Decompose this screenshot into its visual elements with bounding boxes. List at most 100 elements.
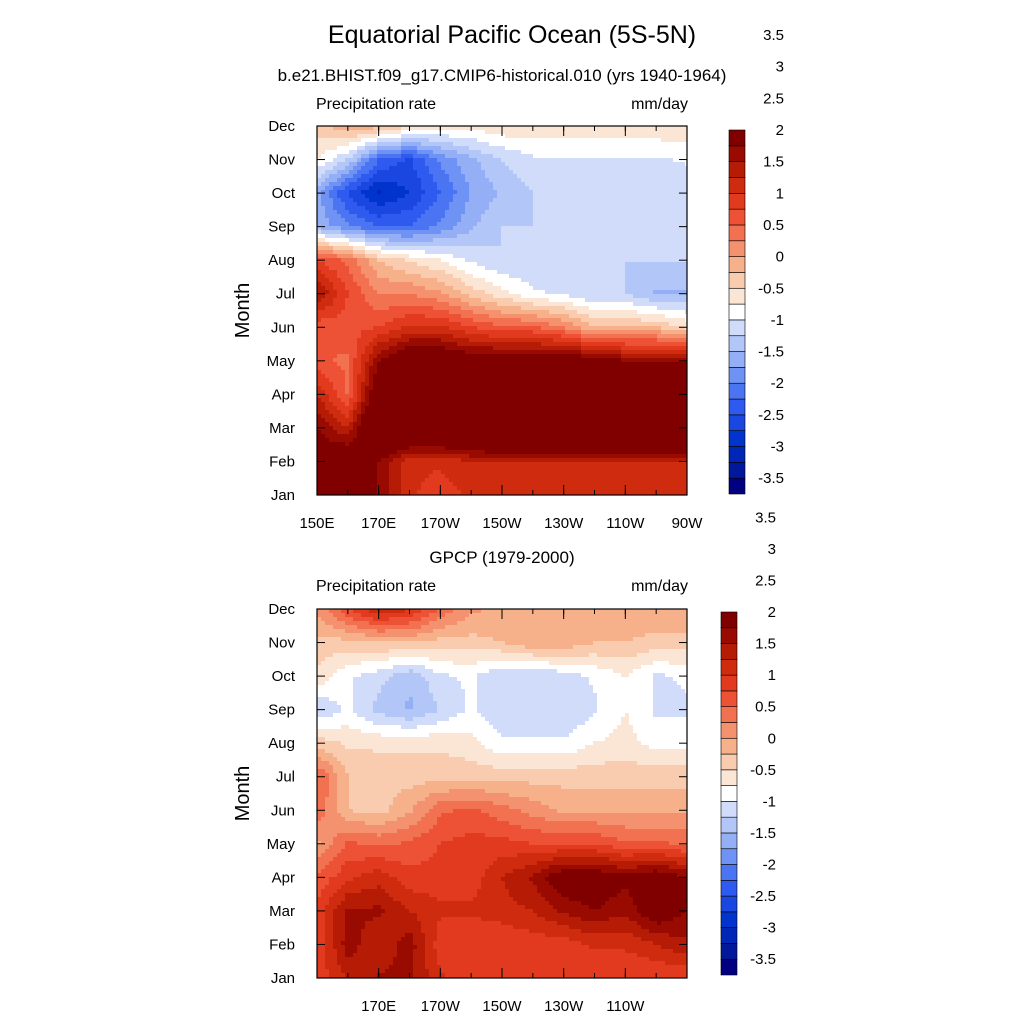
panel2-contour-field: [317, 609, 687, 978]
colorbar-label: -0.5: [750, 762, 776, 779]
colorbar-label: 2.5: [755, 572, 776, 589]
colorbar-box: [720, 848, 738, 865]
y-tick-label: Jun: [271, 802, 295, 819]
colorbar-label: 2.5: [763, 90, 784, 107]
colorbar-box: [728, 446, 746, 463]
colorbar-box: [720, 769, 738, 786]
y-tick-label: May: [267, 836, 296, 853]
colorbar-box: [720, 943, 738, 960]
colorbar-box: [720, 753, 738, 771]
colorbar-label: -2.5: [758, 407, 784, 424]
colorbar-label: 1.5: [755, 636, 776, 653]
colorbar-label: 0.5: [763, 217, 784, 234]
colorbar-label: 3: [768, 541, 776, 558]
colorbar-label: -3: [771, 439, 784, 456]
y-tick-label: Aug: [268, 735, 295, 752]
colorbar-box: [728, 477, 746, 495]
colorbar-label: 1: [768, 667, 776, 684]
colorbar-label: 0: [776, 249, 784, 266]
colorbar-box: [720, 690, 738, 707]
colorbar-label: 0: [768, 730, 776, 747]
colorbar-box: [720, 927, 738, 944]
colorbar-box: [728, 351, 746, 368]
y-tick-label: Nov: [268, 152, 295, 169]
colorbar-box: [728, 240, 746, 257]
colorbar-box: [728, 224, 746, 242]
y-tick-label: Oct: [272, 668, 296, 685]
colorbar-label: 2: [776, 122, 784, 139]
x-tick-label: 110W: [606, 998, 645, 1015]
x-tick-label: 150W: [482, 515, 522, 532]
colorbar-box: [728, 382, 746, 400]
panel1-contour-field: [317, 126, 687, 495]
colorbar-box: [720, 627, 738, 644]
panel2-colorbar: -3.5 -3 -2.5 -2 -1.5 -1 -0.5 0 0.5 1 1.5 2 2.5 3 3.5: [720, 509, 776, 976]
colorbar-box: [728, 462, 746, 479]
colorbar-label: 3.5: [755, 509, 776, 526]
colorbar-box: [720, 832, 738, 850]
y-tick-label: Dec: [268, 118, 295, 135]
y-axis-label: Month: [232, 766, 254, 822]
colorbar-box: [720, 801, 738, 818]
y-tick-label: Mar: [269, 903, 295, 920]
colorbar-box: [720, 895, 738, 913]
colorbar-box: [720, 864, 738, 881]
colorbar-box: [728, 335, 746, 352]
colorbar-box: [728, 129, 746, 147]
colorbar-label: 3: [776, 59, 784, 76]
colorbar-label: -1: [763, 793, 776, 810]
colorbar-label: -1: [771, 312, 784, 329]
y-tick-label: Feb: [269, 453, 295, 470]
colorbar-box: [720, 611, 738, 629]
panel2-title: GPCP (1979-2000): [429, 548, 575, 567]
y-tick-label: Jan: [271, 970, 295, 987]
y-tick-label: Mar: [269, 420, 295, 437]
y-tick-label: May: [267, 353, 296, 370]
panel2-units-label: mm/day: [631, 578, 688, 595]
colorbar-box: [720, 785, 738, 802]
y-tick-label: Feb: [269, 936, 295, 953]
panel1-units-label: mm/day: [631, 96, 688, 113]
colorbar-label: -3.5: [750, 951, 776, 968]
colorbar-box: [728, 398, 746, 416]
panel1-variable-label: Precipitation rate: [316, 96, 437, 113]
colorbar-label: 1: [776, 185, 784, 202]
y-tick-label: Dec: [268, 601, 295, 618]
colorbar-box: [720, 911, 738, 928]
x-tick-label: 130W: [544, 515, 584, 532]
colorbar-box: [728, 272, 746, 289]
y-axis-label: Month: [232, 283, 254, 339]
colorbar-label: -2.5: [750, 888, 776, 905]
colorbar-label: 3.5: [763, 27, 784, 44]
y-tick-label: Jun: [271, 319, 295, 336]
x-tick-label: 90W: [672, 515, 704, 532]
colorbar-box: [720, 737, 738, 755]
panel1-plot: Jan Feb Mar Apr May Jun Jul Aug Sep Oct Nov Dec 150E…: [232, 27, 784, 532]
colorbar-box: [720, 880, 738, 897]
y-tick-label: Sep: [268, 219, 295, 236]
colorbar-box: [720, 643, 738, 660]
colorbar-box: [720, 816, 738, 834]
x-tick-label: 170E: [361, 998, 396, 1015]
colorbar-box: [728, 145, 746, 162]
x-tick-label: 150E: [299, 515, 334, 532]
colorbar-label: 0.5: [755, 699, 776, 716]
colorbar-label: -2: [771, 375, 784, 392]
y-tick-label: Jan: [271, 487, 295, 504]
colorbar-box: [728, 319, 746, 337]
colorbar-box: [720, 722, 738, 739]
colorbar-box: [720, 674, 738, 692]
panel2-plot: Jan Feb Mar Apr May Jun Jul Aug Sep Oct Nov Dec 170E…: [232, 509, 776, 1015]
colorbar-box: [728, 367, 746, 384]
colorbar-box: [728, 256, 746, 273]
colorbar-label: -1.5: [750, 825, 776, 842]
panel2-variable-label: Precipitation rate: [316, 578, 437, 595]
colorbar-label: 2: [768, 604, 776, 621]
colorbar-box: [720, 659, 738, 676]
x-tick-label: 150W: [482, 998, 522, 1015]
page-title: Equatorial Pacific Ocean (5S-5N): [327, 21, 697, 49]
colorbar-box: [728, 208, 746, 226]
y-tick-label: Apr: [272, 386, 295, 403]
colorbar-label: -1.5: [758, 344, 784, 361]
